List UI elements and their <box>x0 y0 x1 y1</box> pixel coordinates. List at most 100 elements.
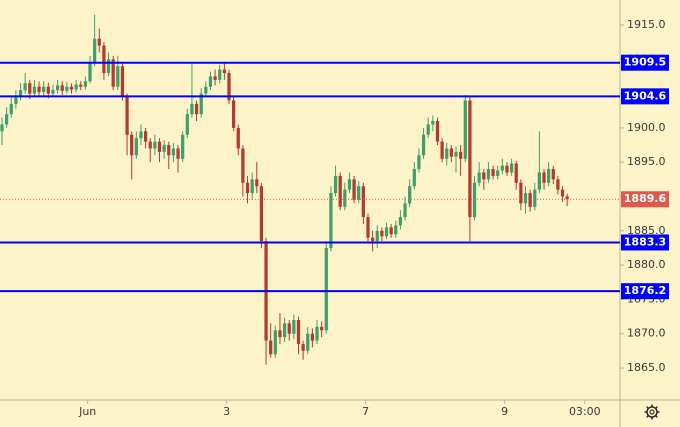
level-label: 1904.6 <box>624 89 667 102</box>
candle-body <box>269 340 273 355</box>
candle-body <box>435 121 440 142</box>
candle-body <box>514 163 518 183</box>
candle-body <box>343 189 347 207</box>
candle-body <box>236 127 240 149</box>
candle-body <box>74 84 78 90</box>
x-tick-label: 7 <box>362 405 369 418</box>
candle-body <box>477 172 481 183</box>
candle-body <box>468 100 472 218</box>
settings-icon[interactable] <box>644 404 660 420</box>
candle-body <box>324 247 328 331</box>
candle-body <box>523 193 528 204</box>
candle-body <box>296 320 301 345</box>
candle-body <box>287 323 291 334</box>
candle-body <box>130 134 134 156</box>
candle-body <box>125 97 129 135</box>
candle-body <box>505 165 509 173</box>
candle-body <box>148 141 152 149</box>
candle-body <box>361 186 365 218</box>
candle-body <box>171 148 176 156</box>
level-tag <box>621 54 669 71</box>
y-tick-label: 1895.0 <box>627 155 666 168</box>
candle-body <box>366 217 370 238</box>
x-tick-label: 9 <box>501 405 508 418</box>
candle-body <box>426 124 430 135</box>
y-tick-label: 1900.0 <box>627 121 666 134</box>
candle-body <box>496 170 500 176</box>
candle-body <box>60 85 64 91</box>
candle-body <box>449 148 453 157</box>
candle-body <box>116 66 120 87</box>
candle-body <box>306 333 310 351</box>
candle-body <box>375 230 379 242</box>
candle-body <box>565 196 569 200</box>
x-tick-label: 3 <box>223 405 230 418</box>
candle-body <box>28 83 32 94</box>
candle-body <box>32 86 37 94</box>
candle-body <box>139 131 143 139</box>
candle-body <box>500 165 504 171</box>
candle-body <box>5 114 9 125</box>
candle-body <box>245 182 250 194</box>
candle-body <box>445 148 449 159</box>
level-label: 1876.2 <box>624 284 666 297</box>
candle-body <box>273 330 277 355</box>
candle-body <box>556 179 560 190</box>
candle-body <box>320 326 324 331</box>
level-label: 1909.5 <box>624 56 666 69</box>
candle-body <box>46 86 50 94</box>
candle-body <box>218 69 222 80</box>
level-tag <box>621 283 669 300</box>
candle-body <box>431 121 435 125</box>
candle-body <box>533 189 537 207</box>
candle-body <box>398 217 403 226</box>
candle-body <box>23 83 27 91</box>
candle-body <box>389 227 393 235</box>
candle-body <box>79 84 83 87</box>
candle-body <box>190 103 194 115</box>
level-tag <box>621 234 669 251</box>
candle-body <box>459 151 463 159</box>
candle-body <box>463 100 467 159</box>
candle-body <box>292 320 296 334</box>
y-tick-label: 1885.0 <box>627 224 666 237</box>
candle-body <box>143 131 148 142</box>
candle-body <box>120 66 125 98</box>
candle-body <box>403 203 407 218</box>
candle-body <box>440 141 444 159</box>
candle-body <box>482 172 486 180</box>
candle-body <box>93 38 97 63</box>
x-tick-label: 03:00 <box>569 405 601 418</box>
candle-body <box>102 45 106 74</box>
candle-body <box>194 103 199 115</box>
candle-body <box>408 186 412 204</box>
candle-body <box>412 169 416 187</box>
level-label: 1883.3 <box>624 235 666 248</box>
candle-body <box>83 81 88 87</box>
last-price-tag <box>621 191 669 208</box>
candle-body <box>176 148 180 159</box>
candle-body <box>259 186 264 242</box>
candle-body <box>528 193 532 207</box>
candle-body <box>241 148 245 183</box>
candle-body <box>472 182 477 218</box>
candle-body <box>421 134 426 156</box>
candle-body <box>222 69 226 74</box>
candle-body <box>338 175 342 207</box>
candle-body <box>55 85 60 91</box>
y-tick-label: 1870.0 <box>627 327 666 340</box>
candle-body <box>106 59 111 74</box>
candle-body <box>208 76 213 87</box>
candle-body <box>278 330 282 338</box>
candle-body <box>185 114 189 135</box>
candle-body <box>329 193 333 248</box>
candle-body <box>65 86 69 91</box>
candle-body <box>394 225 398 235</box>
candle-body <box>199 93 203 115</box>
candle-body <box>250 179 254 194</box>
candle-body <box>162 145 166 152</box>
candle-body <box>384 227 389 237</box>
candle-body <box>157 141 162 152</box>
